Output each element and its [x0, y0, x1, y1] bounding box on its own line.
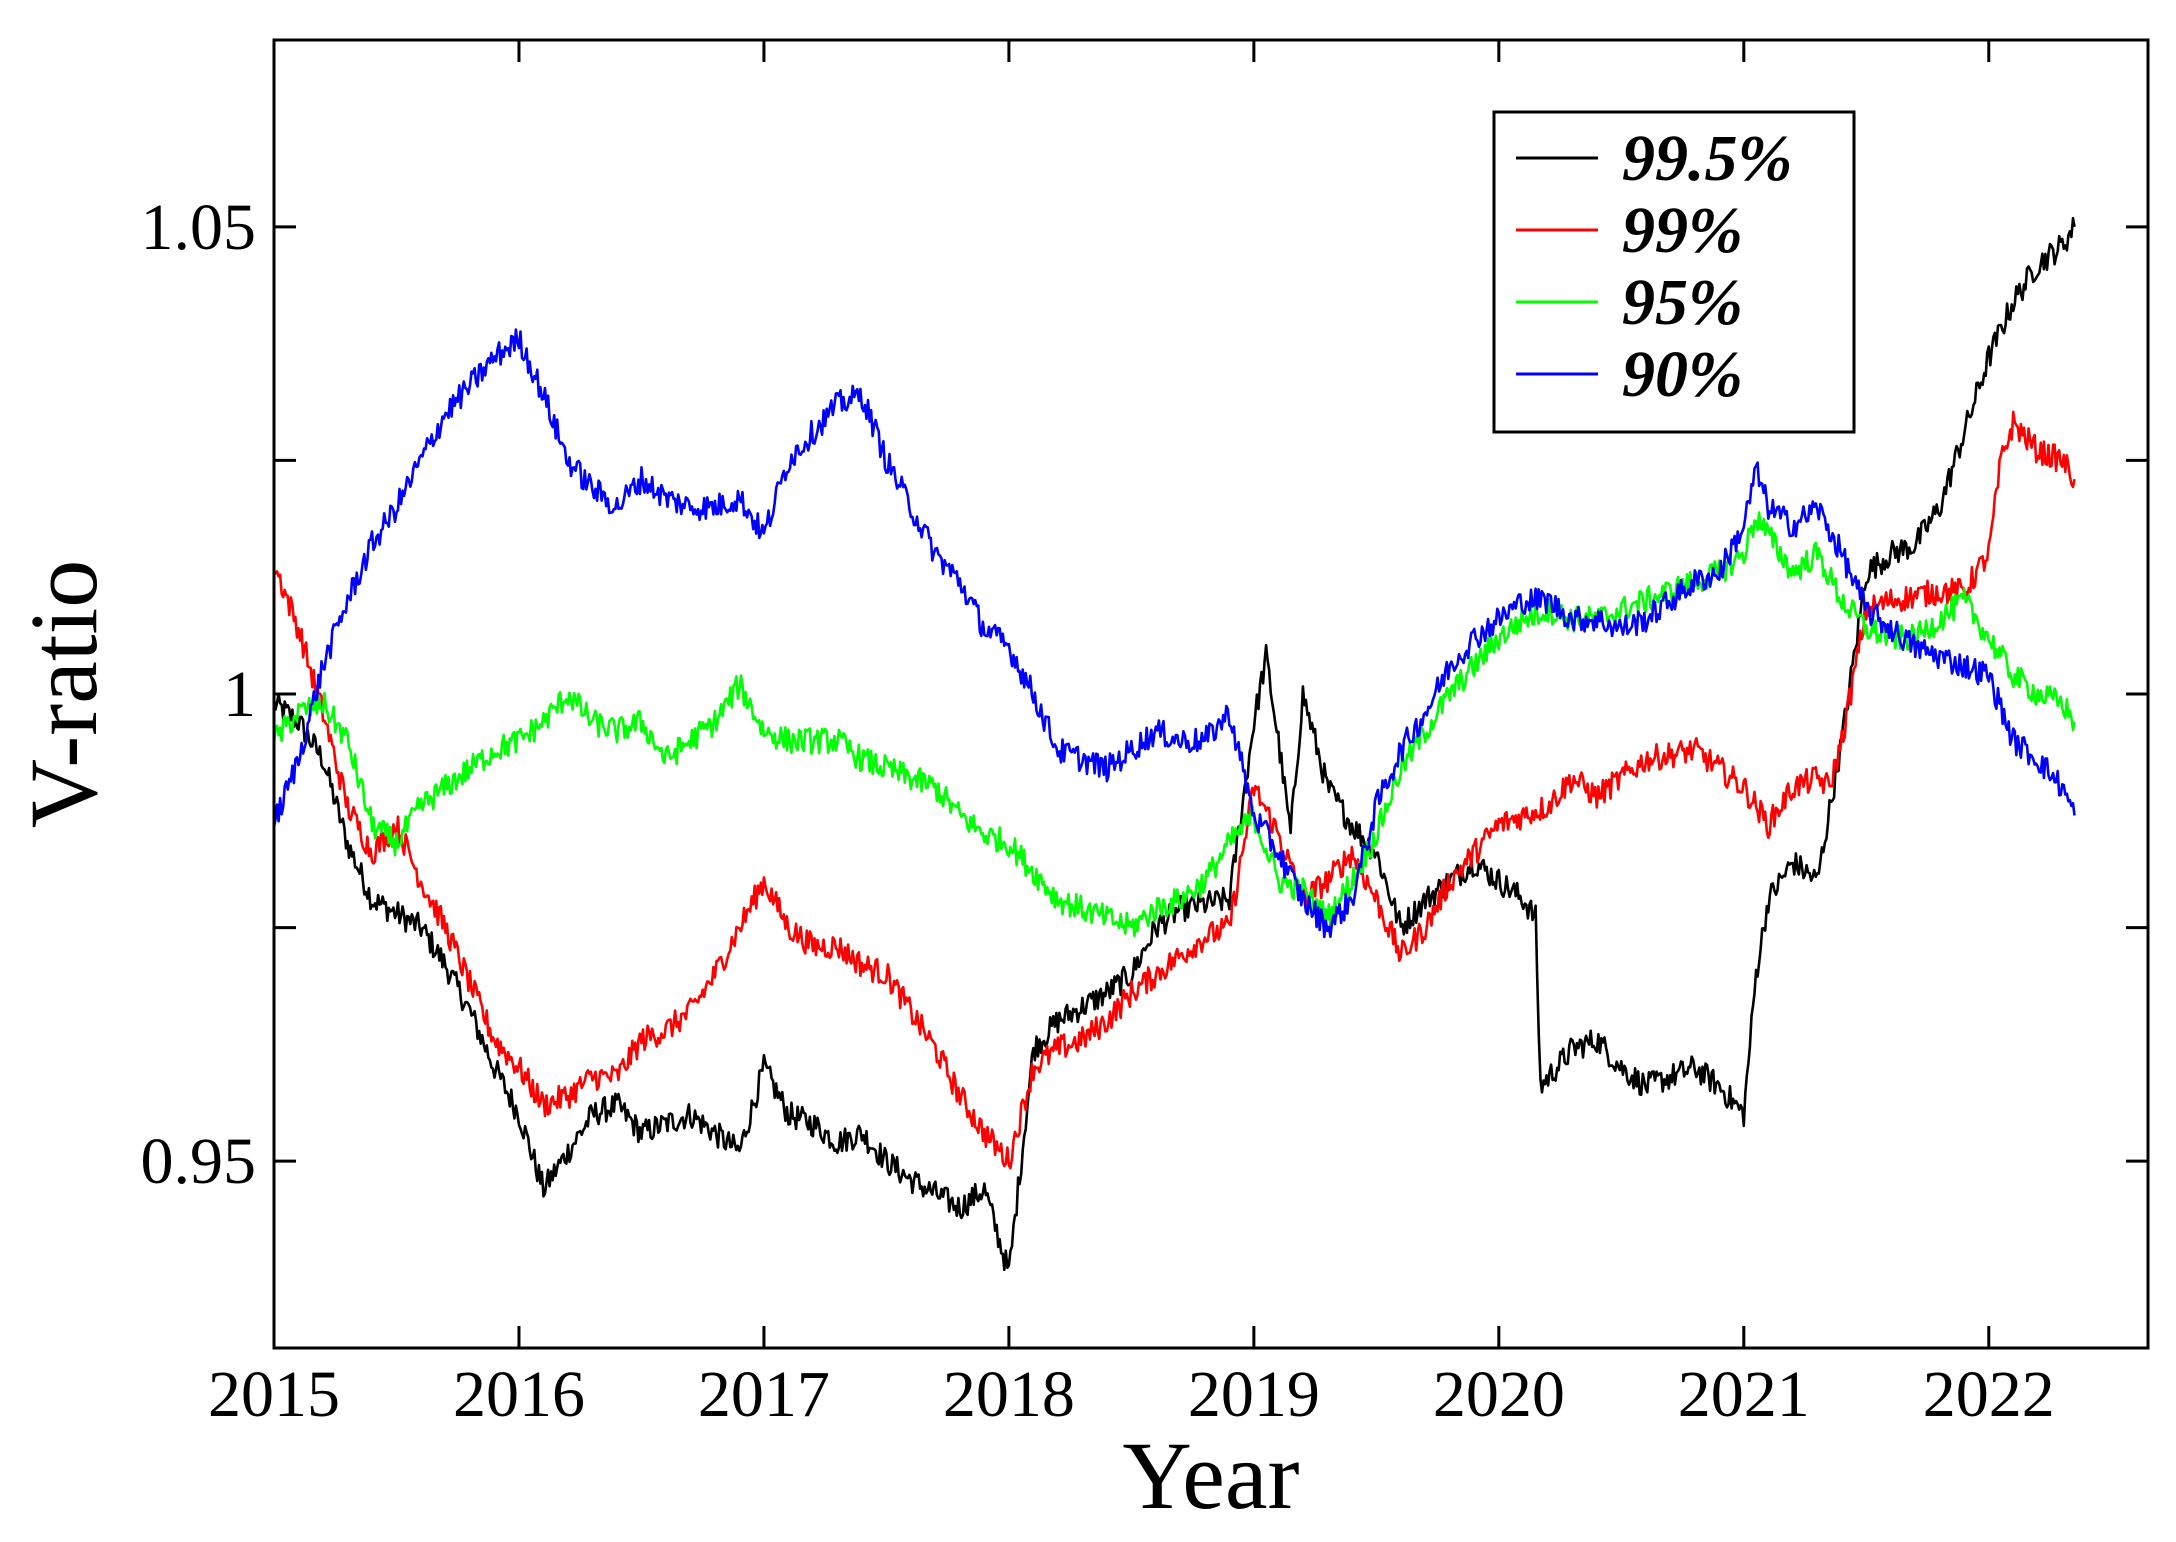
plot-frame: [272, 38, 2150, 1350]
y-tick-label: 1.05: [141, 191, 257, 264]
x-tick-label: 2018: [943, 1358, 1075, 1431]
series-line-4: [274, 328, 2076, 939]
series-line-3: [274, 511, 2076, 938]
series-line-2: [274, 410, 2076, 1170]
legend-label: 99.5%: [1622, 122, 1792, 195]
series-line-1: [274, 216, 2076, 1272]
legend: 99.5%99%95%90%: [1492, 110, 1856, 434]
x-tick-label: 2021: [1678, 1358, 1810, 1431]
legend-box: [1492, 110, 1856, 434]
legend-label: 90%: [1622, 338, 1743, 411]
y-tick-label: 0.95: [141, 1125, 257, 1198]
legend-label: 99%: [1622, 194, 1743, 267]
y-axis-title: V-ratio: [10, 560, 117, 828]
y-tick-label: 1: [223, 658, 256, 731]
series-layer: [274, 216, 2076, 1272]
x-tick-label: 2017: [698, 1358, 830, 1431]
x-axis-title: Year: [1123, 1422, 1300, 1529]
tick-labels-layer: 2015 2016 2017 2018 2019 2020 2021 2022 0.95 1 1.0…: [141, 191, 2055, 1431]
x-tick-label: 2022: [1923, 1358, 2055, 1431]
x-tick-label: 2015: [208, 1358, 340, 1431]
legend-items: 99.5%99%95%90%: [1516, 122, 1792, 411]
x-tick-label: 2016: [453, 1358, 585, 1431]
x-tick-label: 2019: [1188, 1358, 1320, 1431]
legend-label: 95%: [1622, 266, 1743, 339]
ticks-layer: [272, 40, 2148, 1348]
x-tick-label: 2020: [1433, 1358, 1565, 1431]
